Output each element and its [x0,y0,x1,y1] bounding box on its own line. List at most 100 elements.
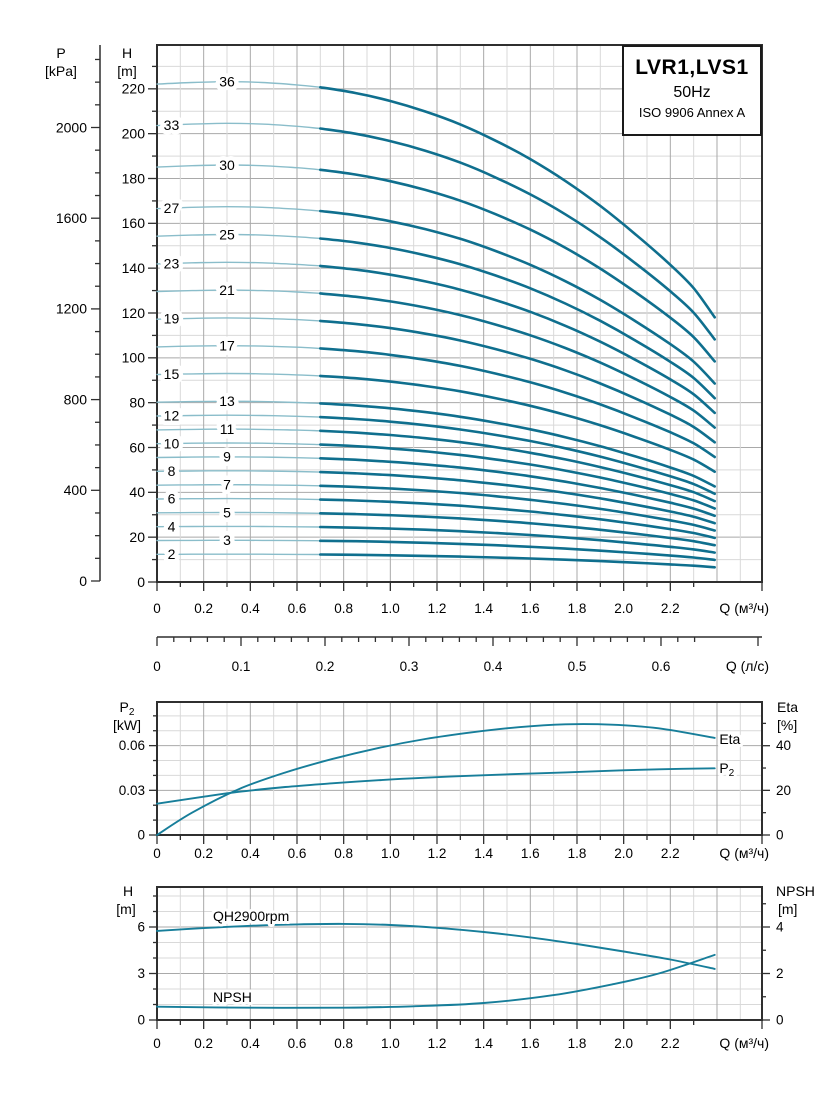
svg-text:21: 21 [219,282,235,298]
svg-text:200: 200 [122,125,146,141]
svg-text:36: 36 [219,73,235,89]
svg-text:6: 6 [137,920,145,935]
title-box: LVR1,LVS1 50Hz ISO 9906 Annex A [622,45,762,136]
svg-text:0.4: 0.4 [484,659,503,674]
svg-text:0: 0 [137,828,145,843]
svg-text:P: P [56,45,65,61]
svg-text:60: 60 [129,439,145,455]
svg-text:3: 3 [223,532,231,548]
svg-text:0: 0 [153,659,161,674]
svg-text:1.2: 1.2 [428,601,447,616]
svg-text:0.2: 0.2 [194,846,213,861]
svg-text:1.4: 1.4 [474,846,493,861]
svg-text:0.6: 0.6 [288,601,307,616]
svg-text:0: 0 [776,828,784,843]
svg-text:0.3: 0.3 [400,659,419,674]
svg-text:P2: P2 [120,699,135,718]
svg-text:1200: 1200 [56,301,87,317]
svg-text:23: 23 [164,255,180,271]
svg-text:0.2: 0.2 [194,601,213,616]
svg-text:[kPa]: [kPa] [45,63,77,79]
svg-text:1.8: 1.8 [568,601,587,616]
svg-text:160: 160 [122,215,146,231]
svg-text:[m]: [m] [778,901,797,917]
svg-text:QH2900rpm: QH2900rpm [213,908,289,924]
svg-text:100: 100 [122,350,146,366]
svg-text:400: 400 [64,482,88,498]
svg-text:40: 40 [776,738,791,753]
svg-text:12: 12 [164,408,180,424]
svg-text:Q (м³/ч): Q (м³/ч) [719,845,769,861]
svg-text:2.2: 2.2 [661,1036,680,1051]
svg-text:0.4: 0.4 [241,846,260,861]
svg-text:H: H [123,883,133,899]
svg-text:30: 30 [219,157,235,173]
svg-text:1.4: 1.4 [474,601,493,616]
svg-text:0.6: 0.6 [288,846,307,861]
svg-text:Q (м³/ч): Q (м³/ч) [719,600,769,616]
svg-text:1.8: 1.8 [568,1036,587,1051]
svg-text:1.6: 1.6 [521,1036,540,1051]
svg-text:33: 33 [164,117,180,133]
svg-text:2.2: 2.2 [661,601,680,616]
svg-text:0: 0 [153,601,161,616]
svg-text:0.8: 0.8 [334,846,353,861]
svg-text:0.2: 0.2 [316,659,335,674]
svg-text:140: 140 [122,260,146,276]
svg-text:[m]: [m] [116,901,135,917]
title-model: LVR1,LVS1 [635,56,749,79]
svg-text:40: 40 [129,484,145,500]
svg-text:25: 25 [219,226,235,242]
svg-text:80: 80 [129,394,145,410]
svg-text:0: 0 [153,1036,161,1051]
svg-text:0.6: 0.6 [652,659,671,674]
svg-text:10: 10 [164,435,180,451]
svg-text:2.0: 2.0 [614,1036,633,1051]
svg-text:1.6: 1.6 [521,846,540,861]
svg-text:[%]: [%] [777,717,797,733]
svg-text:0: 0 [137,1013,145,1028]
svg-text:P2: P2 [719,760,734,779]
svg-text:120: 120 [122,305,146,321]
svg-text:11: 11 [220,421,235,437]
svg-text:15: 15 [164,366,180,382]
svg-text:17: 17 [219,338,235,354]
svg-text:2.0: 2.0 [614,846,633,861]
svg-text:0.8: 0.8 [334,601,353,616]
svg-text:800: 800 [64,391,88,407]
svg-text:Q (м³/ч): Q (м³/ч) [719,1035,769,1051]
svg-text:NPSH: NPSH [213,989,252,1005]
svg-text:2: 2 [168,546,176,562]
title-standard: ISO 9906 Annex A [638,105,746,120]
svg-text:2000: 2000 [56,119,87,135]
svg-text:8: 8 [168,463,176,479]
svg-text:1.2: 1.2 [428,1036,447,1051]
svg-text:20: 20 [776,783,791,798]
svg-text:4: 4 [168,518,176,534]
svg-text:2.2: 2.2 [661,846,680,861]
svg-text:7: 7 [223,477,231,493]
svg-text:6: 6 [168,491,176,507]
svg-text:1.8: 1.8 [568,846,587,861]
svg-text:0.03: 0.03 [119,783,145,798]
svg-text:220: 220 [122,81,146,97]
svg-text:1.0: 1.0 [381,846,400,861]
svg-text:0.5: 0.5 [568,659,587,674]
title-frequency: 50Hz [673,84,711,101]
svg-text:1600: 1600 [56,210,87,226]
svg-text:H: H [122,45,132,61]
svg-text:[m]: [m] [117,63,136,79]
svg-text:0.6: 0.6 [288,1036,307,1051]
svg-text:NPSH: NPSH [776,883,815,899]
svg-text:0.06: 0.06 [119,738,145,753]
svg-text:20: 20 [129,529,145,545]
svg-text:1.0: 1.0 [381,1036,400,1051]
svg-text:1.4: 1.4 [474,1036,493,1051]
svg-text:0: 0 [79,573,87,589]
svg-text:19: 19 [164,311,180,327]
svg-text:0: 0 [137,574,145,590]
svg-text:1.0: 1.0 [381,601,400,616]
svg-text:0.4: 0.4 [241,1036,260,1051]
